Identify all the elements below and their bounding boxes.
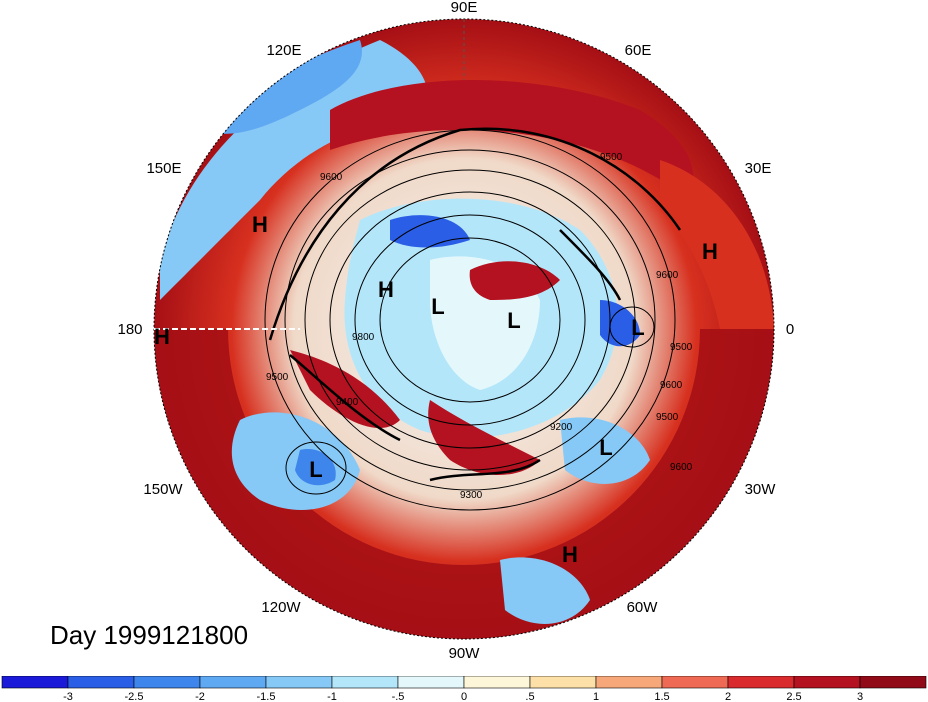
lon-label-150w: 150W [143,481,183,498]
colorbar-box [727,676,795,689]
colorbar-boxes [1,676,927,689]
lon-label-90e: 90E [451,0,478,16]
colorbar: -3 -2.5 -2 -1.5 -1 -.5 0 .5 1 1.5 2 2.5 3 [1,676,927,702]
contour-label: 9300 [460,490,483,501]
colorbar-box [67,676,135,689]
high-marker: H [702,239,718,264]
colorbar-tick-label: .5 [525,691,534,702]
lon-label-150e: 150E [146,160,181,177]
low-marker: L [599,435,612,460]
colorbar-tick-label: 1 [593,691,599,702]
high-marker: H [562,542,578,567]
contour-label: 9500 [656,412,679,423]
anomaly-field [154,19,774,639]
lon-label-60w: 60W [627,599,659,616]
contour-label: 9800 [352,332,375,343]
high-marker: H [154,324,170,349]
high-marker: H [252,212,268,237]
colorbar-box [199,676,267,689]
lon-label-30e: 30E [745,160,772,177]
colorbar-tick-label: 0 [461,691,467,702]
colorbar-box [463,676,531,689]
colorbar-box [595,676,663,689]
colorbar-tick-label: -1 [327,691,337,702]
colorbar-tick-label: -1.5 [257,691,276,702]
colorbar-tick-label: -2.5 [125,691,144,702]
contour-label: 9500 [670,342,693,353]
colorbar-box [1,676,69,689]
colorbar-tick-label: 1.5 [654,691,669,702]
contour-label: 9500 [266,372,289,383]
contour-label: 9600 [660,380,683,391]
low-marker: L [631,315,644,340]
colorbar-tick-label: 3 [857,691,863,702]
lon-label-120w: 120W [261,599,301,616]
colorbar-ticks: -3 -2.5 -2 -1.5 -1 -.5 0 .5 1 1.5 2 2.5 3 [63,691,863,702]
lon-label-60e: 60E [625,42,652,59]
low-marker: L [431,294,444,319]
colorbar-box [793,676,861,689]
colorbar-tick-label: -.5 [392,691,405,702]
contour-label: 9200 [550,422,573,433]
colorbar-box [265,676,333,689]
colorbar-tick-label: -2 [195,691,205,702]
polar-map: 90E 60E 30E 0 30W 60W 90W 120W 150W 180 … [117,0,794,662]
colorbar-tick-label: 2 [725,691,731,702]
colorbar-tick-label: 2.5 [786,691,801,702]
low-marker: L [309,457,322,482]
lon-label-90w: 90W [449,645,481,662]
lon-label-0: 0 [786,321,794,338]
lon-label-180: 180 [117,321,142,338]
contour-label: 9400 [336,397,359,408]
low-marker: L [507,308,520,333]
colorbar-box [133,676,201,689]
lon-label-30w: 30W [745,481,777,498]
height-contours [264,127,682,511]
contour-label: 9500 [600,152,623,163]
contour-label: 9600 [656,270,679,281]
lon-label-120e: 120E [266,42,301,59]
colorbar-box [397,676,465,689]
high-marker: H [378,277,394,302]
colorbar-box [331,676,399,689]
colorbar-box [859,676,927,689]
day-label: Day 1999121800 [50,620,249,650]
contour-label: 9600 [320,172,343,183]
colorbar-box [529,676,597,689]
colorbar-box [661,676,729,689]
contour-label: 9600 [670,462,693,473]
colorbar-tick-label: -3 [63,691,73,702]
